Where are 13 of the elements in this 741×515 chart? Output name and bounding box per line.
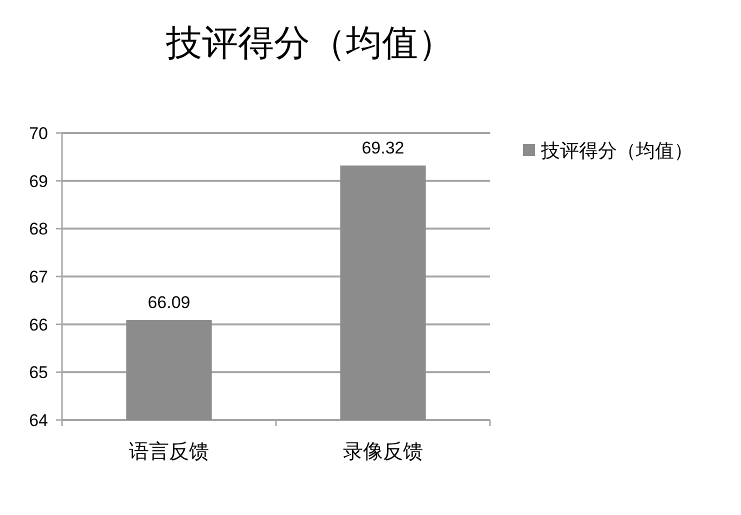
x-tick-label: 录像反馈 xyxy=(343,441,423,463)
y-tick-label: 67 xyxy=(29,268,48,286)
data-label: 66.09 xyxy=(148,293,190,312)
y-tick-label: 64 xyxy=(29,411,48,430)
y-tick-label: 66 xyxy=(29,315,48,334)
chart-title: 技评得分（均值） xyxy=(165,22,454,63)
y-tick-label: 69 xyxy=(29,172,48,191)
x-tick-label: 语言反馈 xyxy=(129,441,209,463)
legend-label: 技评得分（均值） xyxy=(540,141,693,162)
y-tick-label: 70 xyxy=(29,124,48,143)
y-tick-label: 65 xyxy=(29,363,48,382)
data-label: 69.32 xyxy=(362,138,404,158)
y-tick-label: 68 xyxy=(29,220,48,239)
